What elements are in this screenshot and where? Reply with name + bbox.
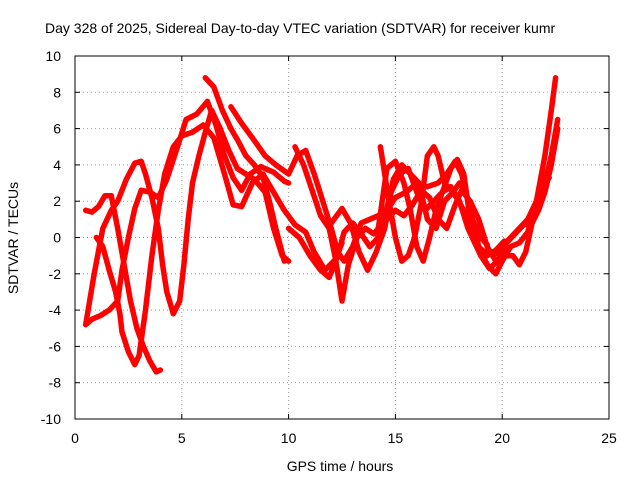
y-tick-label: -2 [49, 266, 62, 282]
y-tick-label: 0 [53, 230, 61, 246]
series-track-3 [93, 122, 345, 368]
x-tick-label: 15 [388, 430, 404, 446]
ticks: 0 5 10 15 20 25 -10 -8 -6 -4 -2 0 2 4 6 8 10 [41, 48, 617, 446]
x-tick-label: 20 [494, 430, 510, 446]
series-track-8 [285, 174, 552, 281]
y-tick-label: 8 [53, 84, 61, 100]
grid [75, 56, 609, 419]
x-tick-label: 5 [178, 430, 186, 446]
y-tick-label: 10 [45, 48, 61, 64]
series-track-11 [377, 144, 490, 264]
y-tick-label: -10 [41, 411, 61, 427]
series-track-4 [82, 107, 292, 328]
y-tick-label: 4 [53, 157, 61, 173]
series-group [82, 75, 561, 375]
x-tick-label: 0 [71, 430, 79, 446]
chart-title: Day 328 of 2025, Sidereal Day-to-day VTE… [45, 20, 555, 36]
series-track-9 [328, 125, 561, 273]
y-tick-label: -6 [49, 338, 62, 354]
y-tick-label: -8 [49, 375, 62, 391]
y-tick-label: 6 [53, 121, 61, 137]
x-tick-label: 25 [601, 430, 617, 446]
series-track-5 [202, 75, 288, 264]
x-tick-label: 10 [281, 430, 297, 446]
x-axis-label: GPS time / hours [287, 458, 394, 474]
y-tick-label: -4 [49, 302, 62, 318]
y-tick-label: 2 [53, 193, 61, 209]
series-track-10 [375, 156, 508, 264]
y-axis-label: SDTVAR / TECUs [5, 182, 21, 294]
